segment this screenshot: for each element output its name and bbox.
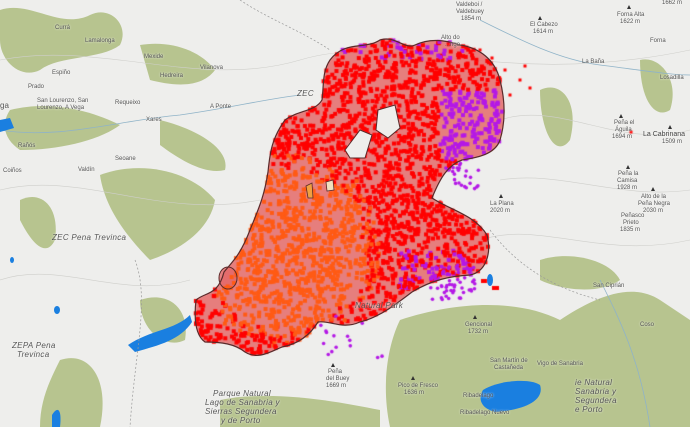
peak-icon [651, 187, 655, 191]
peak-elevation: 1854 m [461, 16, 482, 22]
peak-label: Alto de la [641, 194, 667, 200]
peak-icon [411, 376, 415, 380]
place-label: ga [0, 101, 9, 110]
area-label: ZEC Pena Trevinca [52, 233, 127, 242]
peak-icon [668, 125, 672, 129]
area-label: Lago de Sanabria y [205, 398, 280, 407]
peak-label: Forna Alta [617, 12, 645, 18]
peak-icon [331, 363, 335, 367]
peak-icon [473, 315, 477, 319]
place-label: Valdeboi / [456, 2, 483, 8]
peak-elevation: 1614 m [533, 29, 554, 35]
peak-icon [538, 16, 542, 20]
place-label: Currá [55, 25, 71, 31]
place-label: Coiños [3, 168, 22, 174]
unburned-island [375, 104, 401, 139]
place-label: Valdín [78, 167, 95, 173]
peak-icon [627, 5, 631, 9]
peak-label: Gencional [465, 322, 493, 328]
peak-label: Águila [615, 127, 632, 133]
area-label: ZEPA Pena [12, 341, 56, 350]
place-label: Alto do [441, 35, 460, 41]
peak-elevation: 1732 m [468, 329, 489, 335]
burned-area-outline [194, 38, 505, 356]
place-label: ...ngo [445, 42, 461, 48]
peak-label: Prieto [623, 220, 639, 226]
area-label: Sanabria y [575, 387, 617, 396]
peak-elevation: 1694 m [612, 134, 633, 140]
unburned-island [325, 179, 335, 192]
area-label: ie Natural [575, 378, 613, 387]
peak-label: Peña Negra [638, 201, 671, 207]
area-label: Segundera [575, 396, 617, 405]
peak-icon [626, 165, 630, 169]
place-label: Prado [28, 84, 45, 90]
place-label: A Ponte [210, 104, 232, 110]
place-label: Hedreira [160, 73, 184, 79]
place-label: San Lourenzo, San [37, 98, 89, 104]
place-label: Castañeda [494, 365, 524, 371]
unburned-island [344, 129, 373, 159]
peak-elevation: 2030 m [643, 208, 664, 214]
peak-elevation: 1636 m [404, 390, 425, 396]
place-label: Lourenzo, A Vega [37, 105, 85, 111]
place-label: Ribadelago Nuevo [460, 410, 510, 416]
peak-label: El Cabezo [530, 22, 558, 28]
place-label: Seoane [115, 156, 136, 162]
peak-label: La Plana [490, 201, 514, 207]
peak-label: Peña el [614, 120, 635, 126]
place-label: San Ciprián [593, 283, 625, 289]
place-label: Vilanova [200, 65, 223, 71]
peak-elevation: 1669 m [326, 383, 347, 389]
place-label: Vigo de Sanabria [537, 361, 583, 367]
spot-fire-outline [218, 266, 238, 290]
place-label: Ribadelago [463, 393, 494, 399]
peak-elevation: 1509 m [662, 139, 683, 145]
area-label: y de Porto [221, 416, 261, 425]
place-label: Mexide [144, 54, 164, 60]
place-label: La Baña [582, 59, 605, 65]
place-label: Lamalonga [85, 38, 115, 44]
unburned-island [305, 182, 314, 199]
area-label: Sierras Segundera [205, 407, 277, 416]
peak-elevation: 1662 m [662, 0, 683, 6]
place-label: Espiño [52, 70, 71, 76]
peak-icon [619, 114, 623, 118]
peak-elevation: 1622 m [620, 19, 641, 25]
peak-label: Peña [328, 369, 343, 375]
peak-label: Pico de Fresco [398, 383, 439, 389]
peak-label: Peña la [618, 171, 639, 177]
place-label: San Martín de [490, 358, 528, 364]
place-label: Xares [146, 117, 162, 123]
area-label: Trevinca [17, 350, 50, 359]
peak-label: Camisa [617, 178, 638, 184]
peak-label: La Cabrinana [643, 131, 686, 138]
area-label: Parque Natural [213, 389, 272, 398]
peak-elevation: 1835 m [620, 227, 641, 233]
place-label: Forna [650, 38, 666, 44]
peak-icon [499, 194, 503, 198]
area-label: Natural Park [355, 301, 404, 310]
place-label: Coso [640, 322, 655, 328]
area-label: e Porto [575, 405, 603, 414]
place-label: Valdebuey [456, 9, 484, 15]
area-label: ZEC [297, 89, 314, 98]
place-label: Losadilla [660, 75, 684, 81]
place-label: Rañós [18, 143, 36, 149]
peak-label: Peñasco [621, 213, 645, 219]
peak-label: del Buey [326, 376, 350, 382]
peak-elevation: 2020 m [490, 208, 511, 214]
place-label: Requeixo [115, 100, 141, 106]
peak-elevation: 1928 m [617, 185, 638, 191]
